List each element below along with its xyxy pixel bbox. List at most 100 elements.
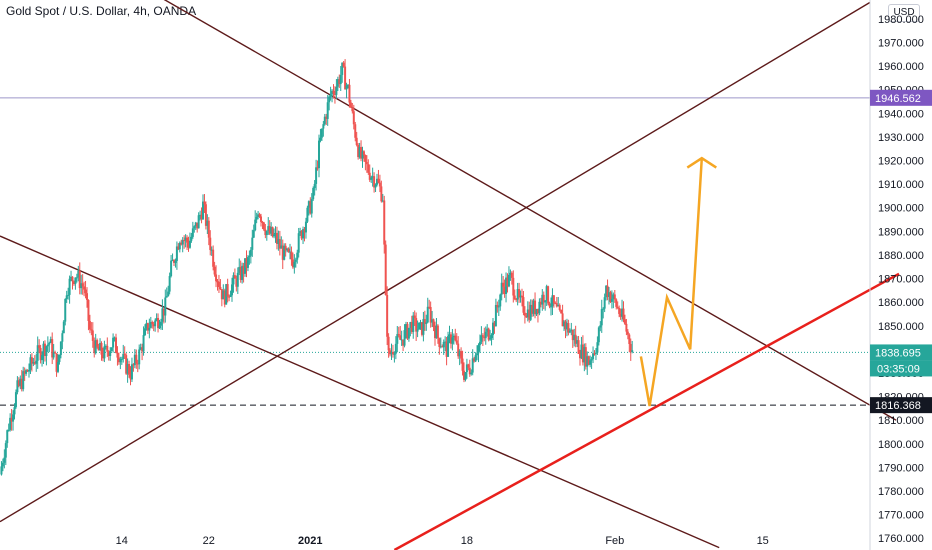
candle-body: [506, 277, 509, 287]
horizontal-lines: [0, 97, 870, 406]
candle-body: [219, 286, 222, 290]
candle-body: [391, 351, 394, 355]
candle-body: [1, 462, 4, 467]
candle-body: [618, 308, 621, 314]
price-tag: [870, 397, 932, 414]
candle-body: [75, 277, 78, 279]
candle-body: [338, 79, 341, 85]
candle-body: [534, 300, 537, 315]
candle-body: [117, 357, 120, 363]
y-tick-label: 1890.000: [878, 226, 924, 238]
candle-body: [536, 308, 539, 314]
candle-body: [148, 327, 151, 331]
candle-body: [45, 346, 48, 357]
candle-body: [347, 84, 349, 86]
candle-body: [306, 207, 309, 222]
candle-body: [270, 227, 273, 234]
candle-body: [460, 351, 463, 359]
candle-body: [558, 305, 561, 310]
candle-body: [628, 334, 631, 345]
candle-body: [626, 331, 629, 335]
candle-body: [193, 226, 196, 229]
candle-body: [509, 272, 512, 275]
candle-body: [99, 343, 102, 351]
candle-body: [328, 96, 331, 103]
candle-body: [216, 281, 219, 283]
candle-body: [426, 306, 429, 323]
candle-body: [342, 62, 345, 67]
candle-body: [322, 124, 325, 129]
candle-body: [619, 313, 622, 317]
candle-body: [468, 367, 471, 375]
candle-body: [29, 357, 32, 370]
candle-body: [235, 278, 238, 287]
candle-body: [500, 282, 503, 295]
candle-body: [436, 325, 439, 339]
candle-body: [30, 357, 33, 364]
candle-body: [434, 327, 436, 339]
candle-body: [442, 342, 445, 348]
candle-body: [28, 369, 30, 372]
candle-body: [629, 344, 632, 352]
candle-body: [274, 232, 277, 235]
candle-body: [244, 258, 247, 274]
currency-button[interactable]: USD: [888, 4, 920, 22]
candle-body: [561, 313, 564, 327]
candle-body: [563, 321, 566, 327]
candle-body: [142, 335, 145, 352]
y-tick-label: 1940.000: [878, 108, 924, 120]
trendlines: [0, 0, 900, 550]
candle-body: [312, 187, 315, 200]
candle-body: [158, 325, 161, 329]
candle-body: [550, 306, 552, 308]
candle-body: [267, 226, 270, 232]
candle-body: [320, 128, 323, 138]
candle-body: [236, 272, 239, 287]
candle-body: [413, 315, 416, 319]
candle-body: [215, 274, 218, 282]
candle-body: [389, 350, 392, 355]
x-tick-label: Feb: [605, 535, 624, 547]
candle-body: [539, 301, 542, 305]
candle-body: [135, 354, 138, 364]
candle-body: [419, 322, 422, 324]
candle-body: [438, 338, 441, 347]
candle-body: [273, 234, 276, 237]
candle-body: [242, 265, 245, 274]
candle-body: [415, 318, 418, 332]
projection-path: [639, 158, 704, 407]
candle-body: [16, 380, 19, 393]
candle-body: [77, 270, 80, 278]
candle-body: [139, 347, 142, 350]
candle-body: [445, 341, 448, 357]
candle-body: [474, 355, 477, 362]
candle-body: [78, 270, 81, 289]
price-tags: 1946.562 1816.368 1838.695 03:35:09: [870, 89, 932, 414]
candle-body: [476, 353, 479, 356]
x-tick-label: 2021: [298, 535, 322, 547]
candle-body: [380, 186, 383, 202]
candle-body: [149, 322, 152, 328]
candle-body: [528, 309, 531, 320]
candle-body: [580, 344, 583, 359]
candle-body: [483, 336, 486, 339]
y-tick-label: 1790.000: [878, 462, 924, 474]
candle-body: [492, 322, 494, 336]
candle-body: [151, 322, 154, 325]
candle-body: [510, 272, 513, 278]
y-tick-label: 1760.000: [878, 533, 924, 545]
candle-body: [458, 351, 461, 357]
candle-body: [545, 286, 548, 301]
candle-body: [35, 360, 38, 364]
candle-body: [602, 308, 605, 310]
candle-body: [225, 284, 228, 305]
candle-body: [381, 200, 384, 202]
price-tag-label: 1946.562: [875, 93, 921, 105]
candle-body: [378, 182, 381, 187]
y-tick-label: 1920.000: [878, 156, 924, 168]
candle-body: [631, 350, 634, 352]
candle-body: [220, 289, 223, 300]
candle-body: [319, 137, 322, 141]
candle-body: [367, 164, 370, 173]
